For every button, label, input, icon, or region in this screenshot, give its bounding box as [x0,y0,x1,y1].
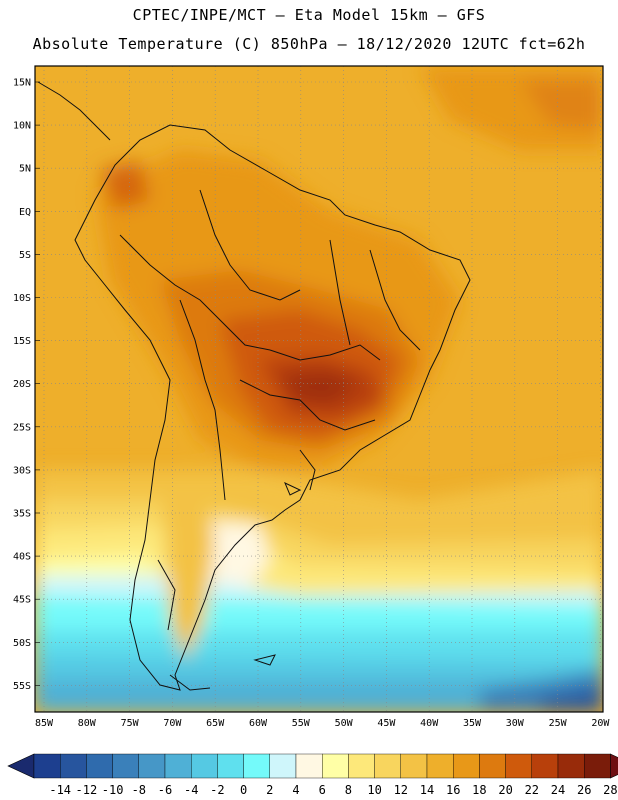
lat-label: 15N [13,78,31,89]
colorbar-label: -4 [184,783,198,797]
map-frame [34,65,604,713]
lat-label: 10N [13,121,31,132]
colorbar-label: -2 [210,783,224,797]
colorbar-max-arrow [610,753,618,779]
colorbar-cell [479,753,506,779]
lat-label: 55S [13,681,31,692]
lat-label: 45S [13,595,31,606]
colorbar-cell [217,753,244,779]
colorbar-cell [322,753,349,779]
lat-label: 20S [13,379,31,390]
colorbar-cell [112,753,139,779]
colorbar-cell [505,753,533,779]
temperature-field [35,66,603,712]
lat-label: 25S [13,422,31,433]
colorbar-label: 0 [240,783,247,797]
lat-label: 5S [19,250,31,261]
colorbar-cell [400,753,428,779]
lon-label: 45W [377,718,396,729]
colorbar-cell [295,753,323,779]
lon-label: 25W [549,718,568,729]
longitude-labels: 85W 80W 75W 70W 65W 60W 55W 50W 45W 40W 35W 30W 25W 2… [35,718,610,729]
colorbar-label: 22 [525,783,539,797]
lat-label: EQ [19,207,31,218]
lon-label: 75W [121,718,140,729]
lon-label: 65W [206,718,225,729]
colorbar-cell [138,753,166,779]
lat-label: 40S [13,552,31,563]
lat-label: 15S [13,336,31,347]
colorbar-cell [374,753,402,779]
colorbar-label: 20 [498,783,512,797]
coastline [37,81,471,691]
colorbar-label: 16 [446,783,460,797]
colorbar-label: 12 [394,783,408,797]
colorbar-label: 28 [603,783,617,797]
colorbar-label: -6 [158,783,172,797]
lon-label: 20W [591,718,610,729]
lon-label: 70W [163,718,182,729]
colorbar-cell [557,753,585,779]
colorbar-label: -12 [76,783,98,797]
colorbar-label: 24 [551,783,565,797]
lon-label: 80W [78,718,97,729]
colorbar-cell [60,753,87,779]
lon-label: 35W [463,718,482,729]
lon-label: 55W [292,718,311,729]
lat-label: 5N [19,164,31,175]
lon-label: 40W [420,718,439,729]
colorbar-cell [348,753,375,779]
lon-label: 85W [35,718,54,729]
colorbar-cell [190,753,218,779]
colorbar-cell [453,753,480,779]
colorbar-label: -14 [49,783,71,797]
colorbar-label: 4 [292,783,299,797]
latitude-labels: 15N 10N 5N EQ 5S 10S 15S 20S 25S 30S 35S 40S 45S 50S 5… [13,78,31,692]
lat-label: 10S [13,293,31,304]
lon-label: 30W [506,718,525,729]
colorbar-label: 10 [367,783,381,797]
colorbar: -14 -12 -10 -8 -6 -4 -2 0 2 4 6 8 10 12 14 16 18 20 22 24 26… [7,753,618,797]
lon-label: 60W [249,718,268,729]
colorbar-label: 6 [319,783,326,797]
colorbar-cell [269,753,297,779]
colorbar-label: 26 [577,783,591,797]
colorbar-label: 2 [266,783,273,797]
colorbar-label: 18 [472,783,486,797]
grid [35,66,603,712]
colorbar-cell [86,753,113,779]
colorbar-cell [33,753,61,779]
colorbar-cell [426,753,454,779]
chart-title: CPTEC/INPE/MCT – Eta Model 15km – GFS [132,6,486,24]
chart-subtitle: Absolute Temperature (C) 850hPa – 18/12/… [32,35,586,53]
lat-label: 35S [13,509,31,520]
colorbar-label: 8 [345,783,352,797]
colorbar-cell [243,753,271,779]
colorbar-cell [584,753,611,779]
colorbar-label: -10 [102,783,124,797]
colorbar-min-arrow [7,753,35,779]
colorbar-label: -8 [132,783,146,797]
lon-label: 50W [335,718,354,729]
lat-label: 50S [13,638,31,649]
lat-label: 30S [13,465,31,476]
colorbar-cell [164,753,192,779]
colorbar-label: 14 [420,783,434,797]
colorbar-cell [531,753,559,779]
